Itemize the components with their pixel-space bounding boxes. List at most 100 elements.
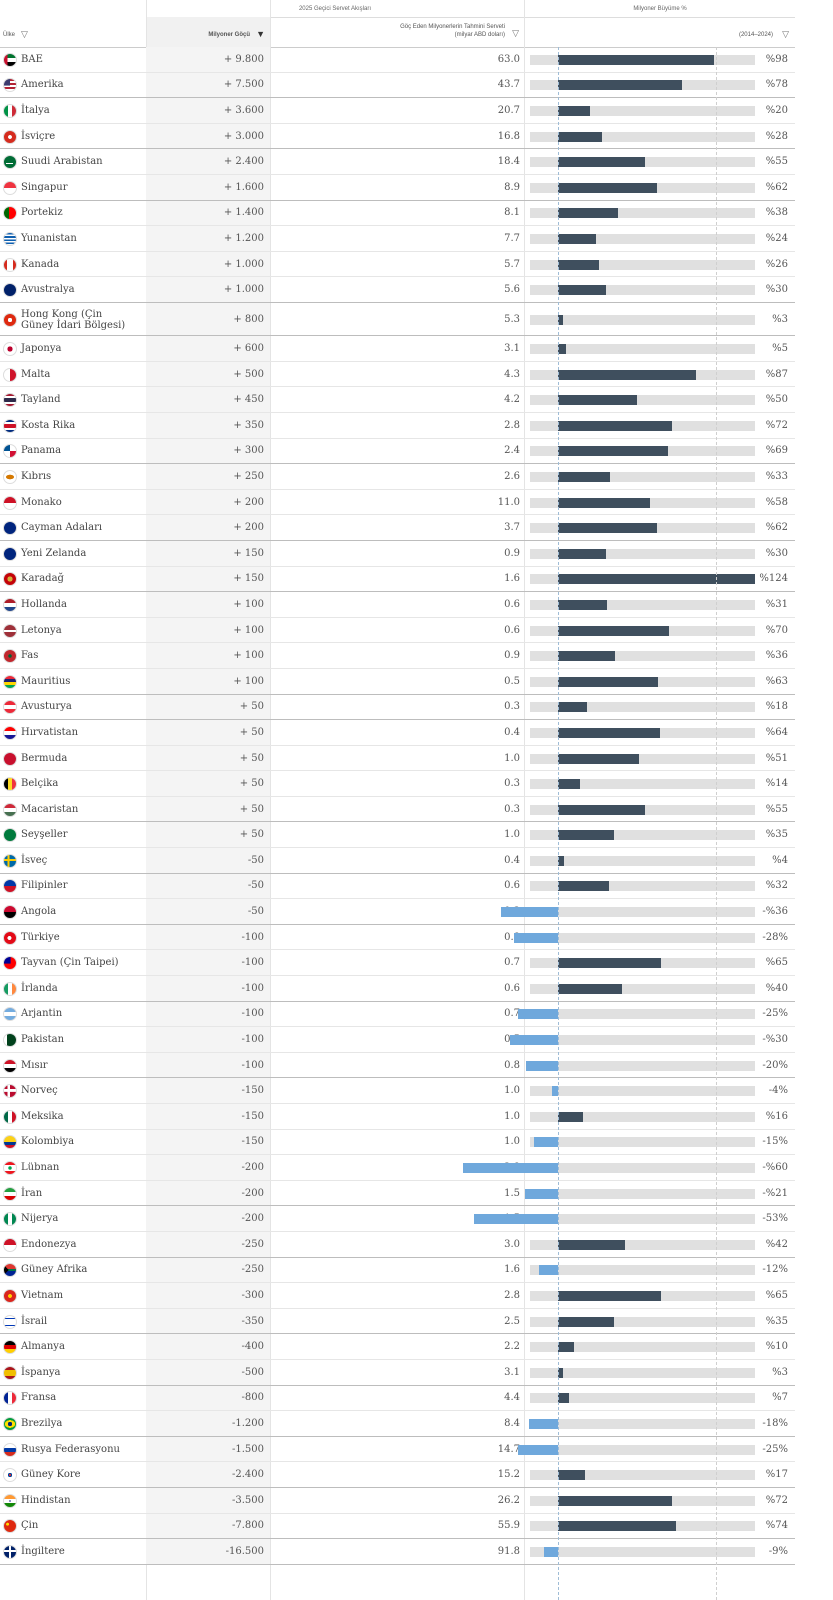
- migration-flow-value: + 50: [239, 752, 264, 764]
- migration-flow-value: + 800: [233, 313, 264, 325]
- flag-icon: [3, 1314, 17, 1329]
- country-name: Vietnam: [21, 1289, 64, 1301]
- sort-desc-icon[interactable]: ▼: [256, 29, 265, 39]
- column-header-flow[interactable]: Milyoner Göçü ▼: [146, 17, 270, 48]
- wealth-value: 0.3: [504, 701, 520, 713]
- wealth-value: 91.8: [497, 1545, 520, 1557]
- table-row: İngiltere -16.500 91.8 -9%: [0, 1539, 795, 1565]
- column-divider: [524, 0, 525, 1600]
- country-name: Kolombiya: [21, 1136, 75, 1148]
- country-name: Meksika: [21, 1110, 64, 1122]
- flow-cell-bg: [146, 873, 270, 899]
- zero-line: [558, 47, 559, 1600]
- flow-cell-bg: [146, 174, 270, 200]
- column-header-country[interactable]: Ülke ▽: [0, 17, 146, 48]
- growth-percent-label: %4: [772, 854, 788, 866]
- flow-cell-bg: [146, 361, 270, 387]
- flow-cell-bg: [146, 489, 270, 515]
- table-row: Letonya + 100 0.6 %70: [0, 617, 795, 644]
- table-row: İsveç -50 0.4 %4: [0, 848, 795, 874]
- flow-cell-bg: [146, 1359, 270, 1385]
- column-header-wealth[interactable]: Göç Eden Milyonerlerin Tahmini Serveti (…: [270, 17, 524, 48]
- wealth-value: 4.4: [504, 1392, 520, 1404]
- migration-flow-value: + 50: [239, 778, 264, 790]
- wealth-value: 4.2: [504, 394, 520, 406]
- flow-cell-bg: [146, 1078, 270, 1104]
- flag-icon: [3, 1391, 17, 1406]
- growth-bar: [558, 1290, 662, 1301]
- country-name: Rusya Federasyonu: [21, 1443, 120, 1455]
- flag-icon: [3, 418, 17, 433]
- growth-percent-label: %3: [772, 1366, 788, 1378]
- table-row: Rusya Federasyonu -1.500 14.7 -25%: [0, 1436, 795, 1463]
- column-header-growth[interactable]: (2014–2024) ▽: [524, 17, 795, 48]
- wealth-value: 5.7: [504, 258, 520, 270]
- growth-bar: [558, 574, 755, 585]
- migration-flow-value: + 200: [233, 522, 264, 534]
- flag-icon: [3, 1288, 17, 1303]
- wealth-value: 2.2: [504, 1341, 520, 1353]
- flow-cell-bg: [146, 336, 270, 361]
- wealth-value: 1.0: [504, 752, 520, 764]
- table-row: Kolombiya -150 1.0 -15%: [0, 1129, 795, 1156]
- table-row: Brezilya -1.200 8.4 -18%: [0, 1411, 795, 1437]
- filter-icon[interactable]: ▽: [782, 29, 789, 39]
- country-name: Nijerya: [21, 1213, 59, 1225]
- country-name: Tayland: [21, 394, 61, 406]
- flag-icon: [3, 828, 17, 843]
- country-name: Belçika: [21, 778, 59, 790]
- migration-flow-value: -100: [241, 931, 264, 943]
- flag-icon: [3, 1468, 17, 1483]
- flag-icon: [3, 623, 17, 638]
- wealth-value: 1.6: [504, 1264, 520, 1276]
- growth-percent-label: -15%: [762, 1136, 788, 1148]
- growth-bar: [558, 131, 603, 142]
- table-row: Fransa -800 4.4 %7: [0, 1385, 795, 1412]
- table-row: Kıbrıs + 250 2.6 %33: [0, 464, 795, 490]
- wealth-value: 2.4: [504, 445, 520, 457]
- flag-icon: [3, 956, 17, 971]
- growth-track: [530, 983, 755, 994]
- growth-percent-label: %17: [765, 1469, 788, 1481]
- migration-flow-value: + 150: [233, 547, 264, 559]
- filter-icon[interactable]: ▽: [21, 29, 28, 39]
- country-name: Kıbrıs: [21, 470, 52, 482]
- growth-track: [530, 285, 755, 296]
- growth-track: [530, 881, 755, 892]
- growth-track: [530, 471, 755, 482]
- growth-bar: [500, 907, 558, 918]
- country-name: Karadağ: [21, 573, 64, 585]
- wealth-value: 16.8: [497, 130, 520, 142]
- country-name: Lübnan: [21, 1162, 60, 1173]
- flag-icon: [3, 649, 17, 664]
- growth-bar: [518, 1444, 558, 1455]
- growth-track: [530, 344, 755, 354]
- country-name: Mauritius: [21, 675, 71, 687]
- table-row: Angola -50 0.3 -%36: [0, 899, 795, 925]
- growth-bar: [558, 285, 606, 296]
- growth-bar: [558, 804, 646, 815]
- wealth-value: 0.6: [504, 598, 520, 610]
- flag-icon: [3, 777, 17, 792]
- growth-bar: [558, 259, 600, 270]
- growth-bar: [558, 157, 646, 168]
- flow-cell-bg: [146, 251, 270, 277]
- flag-icon: [3, 103, 17, 118]
- flag-icon: [3, 231, 17, 246]
- flag-icon: [3, 469, 17, 484]
- table-row: Yeni Zelanda + 150 0.9 %30: [0, 540, 795, 567]
- growth-track: [530, 651, 755, 662]
- growth-percent-label: %38: [765, 207, 788, 219]
- country-name: Amerika: [21, 79, 64, 91]
- growth-percent-label: %24: [765, 232, 788, 244]
- country-name: İngiltere: [21, 1545, 65, 1557]
- growth-track: [530, 1188, 755, 1199]
- filter-icon[interactable]: ▽: [512, 28, 519, 38]
- table-row: Vietnam -300 2.8 %65: [0, 1283, 795, 1309]
- growth-percent-label: %62: [765, 181, 788, 193]
- migration-flow-value: -100: [241, 1034, 264, 1046]
- growth-percent-label: -53%: [762, 1213, 788, 1225]
- flow-cell-bg: [146, 1001, 270, 1027]
